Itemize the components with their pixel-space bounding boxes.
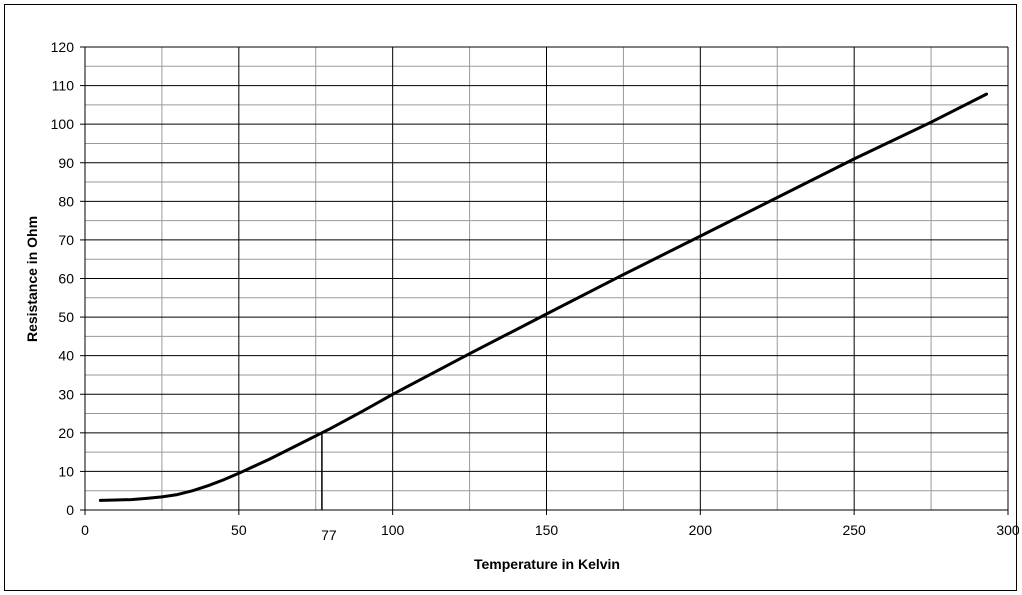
x-tick-label: 50 <box>231 522 247 538</box>
series-line <box>98 92 988 502</box>
x-tick-label: 300 <box>996 522 1020 538</box>
y-tick-label: 60 <box>58 271 74 287</box>
y-tick-label: 40 <box>58 348 74 364</box>
series-group <box>98 92 988 502</box>
x-tick-label: 250 <box>842 522 866 538</box>
tick-labels: 0 10 20 30 40 50 60 70 80 90 100 110 120 0 50 100 150 200… <box>51 39 1020 538</box>
y-tick-label: 20 <box>58 425 74 441</box>
major-grid <box>85 46 1009 510</box>
axes <box>80 46 1009 515</box>
y-tick-label: 110 <box>52 78 75 94</box>
y-tick-label: 70 <box>58 232 74 248</box>
x-axis-title: Temperature in Kelvin <box>474 556 620 572</box>
y-tick-label: 0 <box>66 502 74 518</box>
x-tick-label: 200 <box>689 522 713 538</box>
x-tick-label: 150 <box>535 522 559 538</box>
y-tick-label: 50 <box>58 309 74 325</box>
x-tick-label: 100 <box>381 522 405 538</box>
y-tick-label: 30 <box>58 386 74 402</box>
y-tick-label: 120 <box>51 39 75 55</box>
y-tick-label: 90 <box>58 155 74 171</box>
chart-frame <box>4 4 1017 591</box>
y-tick-label: 10 <box>58 463 74 479</box>
x-tick-label: 0 <box>81 522 89 538</box>
y-tick-label: 100 <box>51 116 75 132</box>
marker-77: 77 <box>321 432 337 543</box>
y-axis-title: Resistance in Ohm <box>24 216 40 342</box>
annotation-label: 77 <box>321 527 337 543</box>
y-tick-label: 80 <box>58 193 74 209</box>
